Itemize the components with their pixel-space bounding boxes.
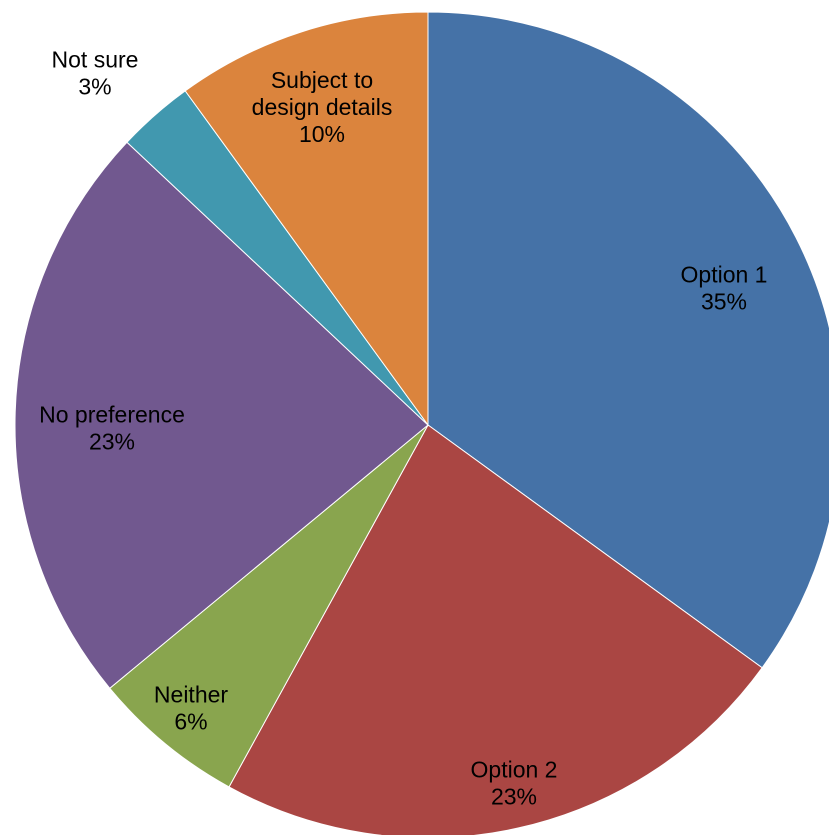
slice-percent: 3% <box>78 74 111 100</box>
slice-name: Option 1 <box>681 262 768 288</box>
slice-label-neither: Neither 6% <box>154 682 228 735</box>
slice-percent: 35% <box>701 289 747 315</box>
pie-slices <box>14 11 829 835</box>
pie-labels: Option 1 35%Option 2 23%Neither 6%No prefer… <box>39 47 767 810</box>
slice-percent: 23% <box>89 429 135 455</box>
slice-name: Not sure <box>52 47 139 73</box>
slice-name: Neither <box>154 682 228 708</box>
slice-label-not-sure: Not sure 3% <box>52 47 139 100</box>
slice-label-option-1: Option 1 35% <box>681 262 768 315</box>
pie-slice-neither <box>109 424 429 788</box>
slice-percent: 10% <box>299 121 345 147</box>
pie-slice-option-1 <box>427 11 829 669</box>
pie-slice-no-preference <box>14 141 429 689</box>
pie-slice-subject-to-design-details <box>184 11 429 427</box>
slice-name: design details <box>252 94 393 120</box>
slice-label-subject-to-design-details: Subject to design details 10% <box>252 67 393 147</box>
slice-percent: 23% <box>491 784 537 810</box>
slice-label-option-2: Option 2 23% <box>471 757 558 810</box>
pie-slice-option-2 <box>228 424 763 835</box>
slice-name: Subject to <box>271 67 373 93</box>
slice-label-no-preference: No preference 23% <box>39 402 185 455</box>
slice-name: Option 2 <box>471 757 558 783</box>
slice-percent: 6% <box>174 709 207 735</box>
slice-name: No preference <box>39 402 185 428</box>
